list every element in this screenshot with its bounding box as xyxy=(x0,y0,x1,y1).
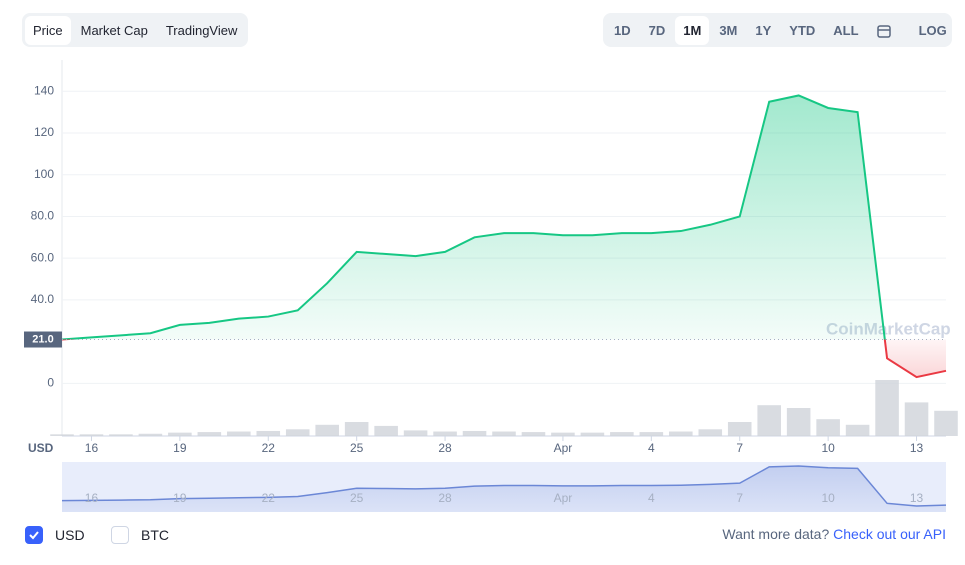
currency-label: BTC xyxy=(141,527,169,543)
volume-bar xyxy=(492,431,516,436)
x-axis-label: USD xyxy=(28,441,54,455)
navigator-tick-label: 4 xyxy=(648,491,655,505)
volume-bar xyxy=(256,430,281,436)
volume-bar xyxy=(227,431,251,436)
tab[interactable]: TradingView xyxy=(165,22,238,38)
price-marker-label: 21.0 xyxy=(32,333,53,345)
currency-label: USD xyxy=(55,527,85,543)
volume-bar xyxy=(403,430,428,436)
x-tick-label: 28 xyxy=(438,441,452,455)
navigator-tick-label: 7 xyxy=(736,491,743,505)
navigator-line xyxy=(61,465,947,507)
x-tick-label: Apr xyxy=(554,441,573,455)
navigator-tick-label: 28 xyxy=(438,491,452,505)
navigator-tick-label: 16 xyxy=(85,491,99,505)
range-group: 1D 7D 1M 3M 1Y YTD ALL LOG xyxy=(603,13,952,47)
x-tick-label: 16 xyxy=(85,441,99,455)
volume-bar xyxy=(727,422,752,436)
navigator-tick-label: 22 xyxy=(262,491,276,505)
volume-bar xyxy=(79,434,104,436)
volume-bar xyxy=(757,405,781,436)
x-tick-label: 10 xyxy=(821,441,835,455)
api-link[interactable]: Check out our API xyxy=(833,526,946,542)
volume-bar xyxy=(168,432,192,436)
volume-bar xyxy=(521,432,546,436)
volume-bar xyxy=(344,422,369,436)
price-marker-box xyxy=(24,331,62,348)
log-button[interactable]: LOG xyxy=(918,22,947,38)
navigator-area xyxy=(62,466,946,512)
range-button[interactable]: ALL xyxy=(833,22,859,38)
volume-bar xyxy=(374,425,398,436)
area xyxy=(62,95,946,378)
navigator-bg xyxy=(62,462,946,512)
x-tick-label: 4 xyxy=(648,441,655,455)
footer: Want more data? Check out our API xyxy=(722,526,946,542)
range-button[interactable]: YTD xyxy=(789,22,816,38)
range-button[interactable]: 7D xyxy=(648,22,666,38)
volume-bar xyxy=(698,429,723,436)
watermark: CoinMarketCap xyxy=(826,319,951,338)
calendar-button[interactable] xyxy=(869,15,899,45)
navigator-tick-label: 13 xyxy=(910,491,924,505)
volume-bar xyxy=(109,434,133,436)
volume-bar xyxy=(904,402,929,436)
range-button[interactable]: 1Y xyxy=(755,22,772,38)
navigator-tick-label: 19 xyxy=(173,491,187,505)
x-tick-label: 22 xyxy=(262,441,276,455)
range-button[interactable]: 1D xyxy=(614,22,631,38)
footer-text: Want more data? xyxy=(722,526,830,542)
volume-bar xyxy=(551,432,575,436)
x-tick-label: 13 xyxy=(910,441,924,455)
volume-bar xyxy=(50,434,74,436)
volume-bar xyxy=(816,419,840,436)
navigator-tick-label: 25 xyxy=(350,491,364,505)
volume-bar xyxy=(669,431,693,436)
volume-bar xyxy=(433,431,457,436)
y-tick-label: 80.0 xyxy=(31,209,55,223)
volume-bar xyxy=(639,432,664,436)
currency-btc[interactable]: BTC xyxy=(111,526,169,544)
volume-bar xyxy=(875,380,899,436)
volume-bar xyxy=(934,410,958,436)
volume-bar xyxy=(462,430,487,436)
volume-bar xyxy=(786,408,811,436)
x-tick-label: 19 xyxy=(173,441,187,455)
volume-bar xyxy=(285,429,310,436)
volume-bar xyxy=(197,432,222,436)
tab[interactable]: Price xyxy=(25,15,71,45)
volume-bar xyxy=(610,432,634,436)
volume-bar xyxy=(580,432,605,436)
x-tick-label: 25 xyxy=(350,441,364,455)
volume-bar xyxy=(315,424,339,436)
y-tick-label: 0 xyxy=(47,375,54,389)
range-button[interactable]: 1M xyxy=(675,15,710,45)
y-tick-label: 140 xyxy=(34,83,54,97)
navigator-tick-label: 10 xyxy=(821,491,835,505)
tab-group: Price Market Cap TradingView xyxy=(22,13,249,47)
tab[interactable]: Market Cap xyxy=(80,22,148,38)
navigator-tick-label: Apr xyxy=(554,491,573,505)
y-tick-label: 60.0 xyxy=(31,250,55,264)
range-button[interactable]: 3M xyxy=(719,22,738,38)
volume-bar xyxy=(845,424,870,436)
volume-bar xyxy=(138,433,163,436)
price-line xyxy=(61,94,947,379)
y-tick-label: 40.0 xyxy=(31,292,55,306)
currency-usd[interactable]: USD xyxy=(25,526,85,544)
y-tick-label: 100 xyxy=(34,167,54,181)
y-tick-label: 120 xyxy=(34,125,54,139)
x-tick-label: 7 xyxy=(736,441,743,455)
